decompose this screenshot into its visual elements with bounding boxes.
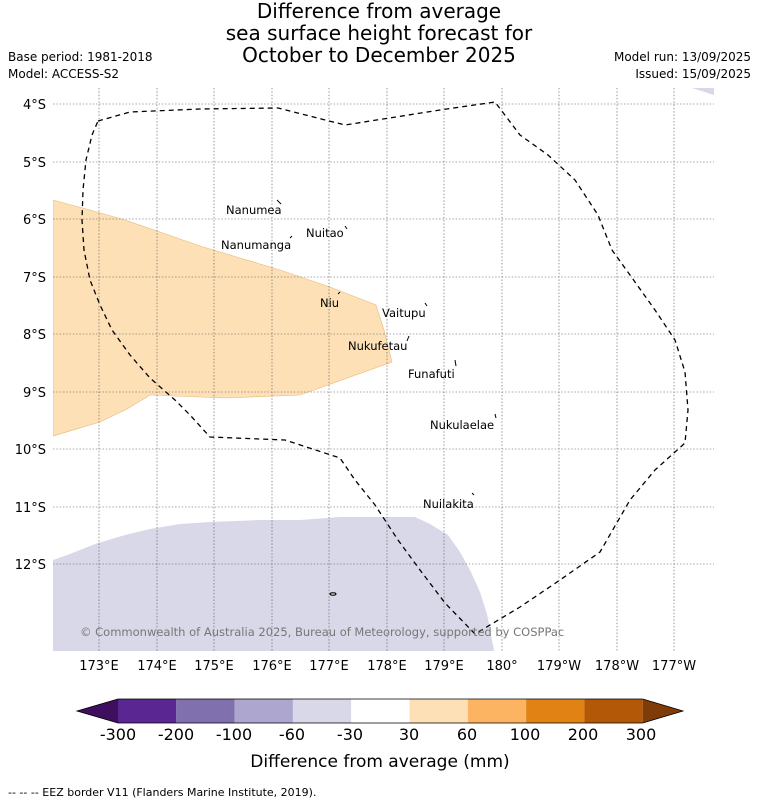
eez-border (81, 101, 689, 635)
colorbar-extend-low (77, 699, 118, 723)
issued-date: Issued: 15/09/2025 (635, 67, 751, 81)
lat-label: 9°S (23, 386, 46, 401)
model-run: Model run: 13/09/2025 (613, 50, 751, 64)
title-line-3: October to December 2025 (242, 43, 516, 67)
colorbar-swatch (292, 699, 352, 723)
island-label-nanumanga: Nanumanga (221, 238, 291, 252)
colorbar-ticks: -300 -200 -100 -60 -30 30 60 100 200 300 (100, 725, 656, 744)
colorbar-swatch (176, 699, 235, 723)
colorbar-tick-label: 300 (626, 725, 657, 744)
anomaly-corner-patch (692, 88, 714, 95)
title-line-2: sea surface height forecast for (225, 21, 533, 45)
lon-label: 178°W (595, 659, 639, 674)
colorbar-swatch (409, 699, 468, 723)
meta-right: Model run: 13/09/2025 Issued: 15/09/2025 (614, 49, 751, 83)
lon-label: 178°E (367, 659, 407, 674)
map-gridlines (53, 88, 714, 651)
lon-label: 177°W (652, 659, 696, 674)
colorbar-tick-label: 60 (457, 725, 477, 744)
island-label-vaitupu: Vaitupu (382, 306, 426, 320)
colorbar-outline (75, 698, 685, 724)
longitude-labels: 173°E 174°E 175°E 176°E 177°E 178°E 179°… (79, 659, 696, 674)
base-period: Base period: 1981-2018 (8, 50, 153, 64)
lon-label: 179°E (424, 659, 464, 674)
lat-label: 6°S (23, 213, 46, 228)
colorbar: -300 -200 -100 -60 -30 30 60 100 200 300… (75, 698, 685, 772)
lat-label: 8°S (23, 328, 46, 343)
meta-left: Base period: 1981-2018 Model: ACCESS-S2 (8, 49, 153, 83)
island-outlines (276, 199, 497, 596)
anomaly-negative-region (53, 517, 494, 651)
latitude-labels: 4°S 5°S 6°S 7°S 8°S 9°S 10°S 11°S 12°S (15, 98, 46, 573)
lat-label: 7°S (23, 271, 46, 286)
colorbar-tick-label: -100 (216, 725, 252, 744)
lat-label: 5°S (23, 156, 46, 171)
island-label-funafuti: Funafuti (408, 367, 455, 381)
colorbar-tick-label: -200 (158, 725, 194, 744)
island-labels: Nanumea Nuitao Nanumanga Niu Vaitupu Nuk… (221, 203, 494, 511)
colorbar-swatch (526, 699, 585, 723)
colorbar-tick-label: 100 (510, 725, 541, 744)
colorbar-extend-high (642, 699, 683, 723)
lon-label: 174°E (137, 659, 177, 674)
lon-label: 173°E (79, 659, 119, 674)
lon-label: 176°E (252, 659, 292, 674)
lon-label: 180° (486, 659, 517, 674)
island-label-nukulaelae: Nukulaelae (430, 418, 494, 432)
lat-label: 4°S (23, 98, 46, 113)
lon-label: 175°E (194, 659, 234, 674)
colorbar-swatch (118, 699, 177, 723)
colorbar-swatch (351, 699, 410, 723)
colorbar-tick-label: -60 (279, 725, 305, 744)
island-label-nuilakita: Nuilakita (423, 497, 474, 511)
island-label-nukufetau: Nukufetau (348, 339, 407, 353)
colorbar-swatch (234, 699, 293, 723)
island-label-nanumea: Nanumea (226, 203, 282, 217)
map-title: Difference from average sea surface heig… (0, 0, 758, 66)
lon-label: 179°W (537, 659, 581, 674)
title-line-1: Difference from average (256, 0, 502, 23)
lon-label: 177°E (309, 659, 349, 674)
lat-label: 10°S (15, 443, 46, 458)
colorbar-title: Difference from average (mm) (250, 752, 509, 772)
map-area (53, 88, 714, 651)
colorbar-tick-label: -30 (337, 725, 363, 744)
model-name: Model: ACCESS-S2 (8, 67, 120, 81)
copyright-notice: © Commonwealth of Australia 2025, Bureau… (80, 625, 564, 639)
island-label-niu: Niu (320, 296, 339, 310)
colorbar-swatch (584, 699, 643, 723)
island-label-nuitao: Nuitao (306, 226, 344, 240)
colorbar-tick-label: 200 (568, 725, 599, 744)
lat-label: 11°S (15, 501, 46, 516)
eez-footnote: -- -- -- EEZ border V11 (Flanders Marine… (8, 786, 317, 799)
colorbar-swatch (467, 699, 527, 723)
colorbar-swatches (75, 698, 685, 724)
lat-label: 12°S (15, 558, 46, 573)
colorbar-tick-label: 30 (399, 725, 419, 744)
anomaly-positive-region (53, 199, 393, 437)
colorbar-tick-label: -300 (100, 725, 136, 744)
